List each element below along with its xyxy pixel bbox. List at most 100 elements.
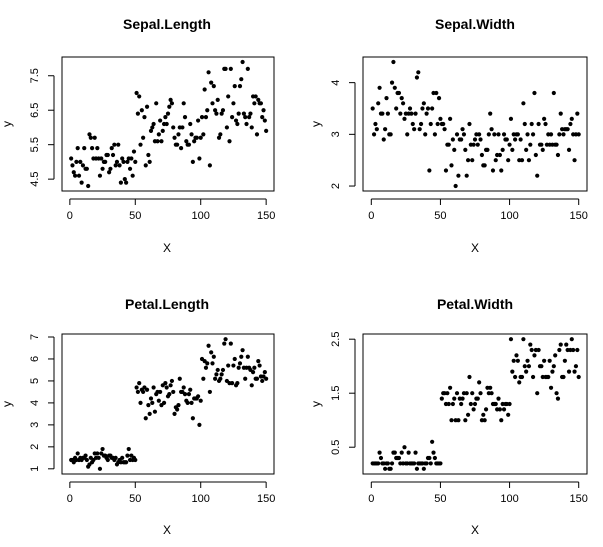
data-point <box>74 159 79 165</box>
data-point <box>138 142 143 147</box>
data-point <box>97 173 103 178</box>
data-point <box>108 166 113 171</box>
data-point <box>184 139 189 144</box>
data-point <box>75 146 80 151</box>
data-point <box>89 146 95 151</box>
data-point <box>165 111 171 116</box>
data-point <box>158 118 163 123</box>
data-point <box>409 111 414 116</box>
data-point <box>514 353 519 358</box>
data-point <box>489 127 494 132</box>
data-point <box>568 121 573 127</box>
x-tick-label: 0 <box>368 210 374 222</box>
data-point <box>141 389 146 395</box>
data-point <box>512 374 518 380</box>
data-point <box>572 158 577 163</box>
data-point <box>432 132 438 137</box>
data-point <box>394 106 399 111</box>
data-point <box>478 391 483 396</box>
data-point <box>103 159 108 165</box>
data-point <box>518 137 523 142</box>
y-axis-label: y <box>309 401 323 407</box>
data-point <box>96 455 101 460</box>
data-point <box>493 158 498 163</box>
data-point <box>402 445 407 450</box>
data-point <box>530 132 536 137</box>
data-point <box>441 121 446 127</box>
data-point <box>381 137 386 142</box>
data-point <box>169 101 175 106</box>
data-point <box>524 147 529 152</box>
data-point <box>122 177 127 182</box>
data-point <box>195 118 201 123</box>
data-point <box>82 146 87 151</box>
data-point <box>194 135 199 140</box>
data-point <box>127 166 133 171</box>
data-point <box>427 455 432 461</box>
data-point <box>126 446 131 452</box>
chart-title: Sepal.Width <box>435 16 515 32</box>
data-point <box>376 461 381 466</box>
data-point <box>384 96 389 101</box>
data-point <box>521 337 526 342</box>
data-point <box>155 139 160 144</box>
data-point <box>175 142 180 147</box>
data-point <box>508 337 514 342</box>
data-point <box>376 101 381 106</box>
data-point <box>454 391 460 396</box>
data-point <box>459 137 464 142</box>
panel-1: Sepal.Width 0 50 100 150 2 3 4 Xy <box>309 16 588 255</box>
y-tick-label: 7 <box>29 334 41 340</box>
data-point <box>222 341 227 346</box>
data-point <box>142 115 147 120</box>
data-point <box>385 111 390 116</box>
data-point <box>499 418 504 423</box>
data-point <box>110 152 116 158</box>
data-point <box>377 450 382 455</box>
data-point <box>189 132 194 137</box>
data-point <box>510 369 515 374</box>
data-point <box>392 85 397 90</box>
data-point <box>92 135 97 140</box>
data-point <box>164 385 169 390</box>
data-point <box>113 455 118 460</box>
data-point <box>254 376 260 381</box>
data-point <box>168 97 173 102</box>
data-point <box>501 132 507 137</box>
data-point <box>438 461 443 466</box>
data-point <box>488 385 493 390</box>
data-point <box>392 450 397 455</box>
x-tick-label: 50 <box>129 210 141 222</box>
data-point <box>446 142 451 147</box>
data-point <box>223 66 228 71</box>
data-point <box>134 385 139 390</box>
data-point <box>554 391 559 396</box>
data-point <box>501 407 507 412</box>
data-point <box>575 347 580 353</box>
data-point <box>213 108 218 113</box>
data-point <box>188 121 193 127</box>
chart-title: Sepal.Length <box>123 16 211 32</box>
data-point <box>564 342 569 347</box>
plot-frame <box>61 333 275 475</box>
data-point <box>150 400 155 406</box>
data-point <box>471 142 476 147</box>
data-point <box>203 365 209 370</box>
data-point <box>508 116 514 121</box>
data-point <box>125 159 130 165</box>
data-point <box>84 457 89 463</box>
data-point <box>219 372 224 377</box>
data-point <box>256 359 261 364</box>
data-point <box>192 139 197 144</box>
data-point <box>95 451 100 456</box>
data-point <box>262 118 267 123</box>
data-point <box>237 361 243 366</box>
data-point <box>467 374 472 380</box>
data-point <box>507 142 512 147</box>
data-point <box>533 152 538 158</box>
data-point <box>239 354 244 359</box>
data-point <box>499 168 504 173</box>
data-point <box>472 137 478 142</box>
data-point <box>417 127 422 132</box>
data-point <box>528 142 533 147</box>
